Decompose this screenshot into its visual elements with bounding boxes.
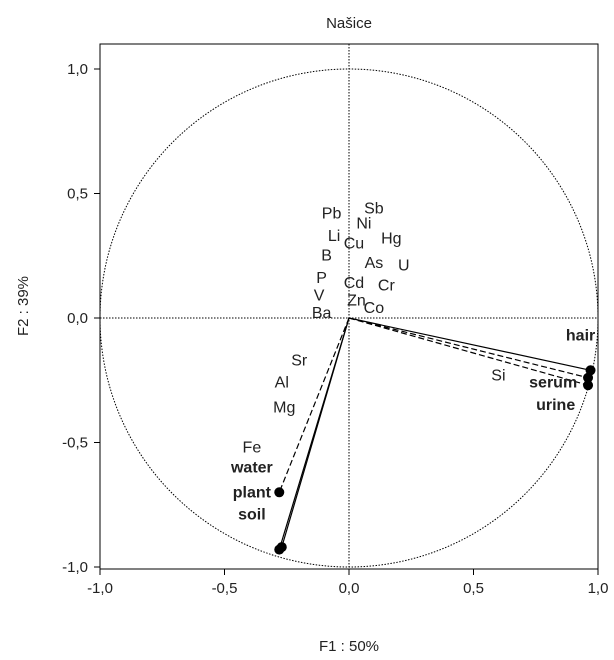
variable-label: Ni [356,215,371,232]
chart-title: Našice [326,15,372,32]
sample-label: plant [233,484,272,501]
y-axis-label: F2 : 39% [15,276,32,336]
unit-circle [99,68,599,568]
y-tick-label: -1,0 [62,559,88,576]
variable-label: Sb [364,200,384,217]
vector-line [278,317,350,493]
vector-line [348,317,589,379]
vector-line [348,317,591,371]
x-tick-label: 0,0 [339,580,360,597]
variable-label: Sr [291,352,308,369]
vector-line [281,317,350,548]
vector-line [348,317,589,386]
sample-label: hair [566,327,595,344]
y-tick-label: 0,5 [67,186,88,203]
vectors-layer [274,317,596,555]
variable-label: U [398,258,410,275]
y-tick-label: 0,0 [67,310,88,327]
variable-label: Co [364,300,385,317]
variable-label: As [365,255,384,272]
y-tick-label: -0,5 [62,435,88,452]
x-tick-label: 1,0 [588,580,609,597]
vector-endpoint-marker [583,380,594,391]
vector-endpoint-marker [274,487,285,498]
ticks-layer: -1,0 -0,5 0,0 0,5 1,0 1,0 0,5 0,0 -0,5 -1,0 [62,61,608,597]
x-tick-label: -0,5 [212,580,238,597]
variable-label: Li [328,228,340,245]
sample-label: serum [529,375,577,392]
variable-label: Al [275,375,289,392]
sample-label: water [230,459,273,476]
unit-circle-layer [99,68,599,568]
x-tick-label: -1,0 [87,580,113,597]
variable-label: Pb [322,205,342,222]
variable-label: P [316,270,327,287]
variable-label: V [314,288,325,305]
vector-endpoint-marker [276,542,287,553]
variable-label: Hg [381,230,401,247]
sample-label: soil [238,507,266,524]
variable-label: Mg [273,400,295,417]
variable-label: Cd [344,275,364,292]
variable-label: Cu [344,235,364,252]
variable-label: Zn [347,293,366,310]
variable-label: B [321,248,332,265]
variable-label: Si [491,367,505,384]
y-tick-label: 1,0 [67,61,88,78]
sample-label: urine [536,397,575,414]
variable-label: Ba [312,305,332,322]
x-tick-label: 0,5 [463,580,484,597]
x-axis-label: F1 : 50% [319,638,379,655]
variable-label: Fe [243,439,262,456]
vector-endpoint-marker [583,372,594,383]
variable-label: Cr [378,278,396,295]
